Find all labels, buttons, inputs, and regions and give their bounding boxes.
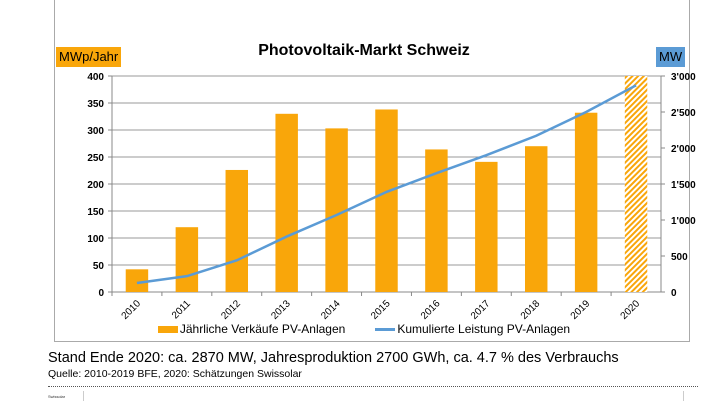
bar: [574, 112, 598, 292]
y-tick-label: 200: [87, 180, 104, 191]
legend-item-bars: Jährliche Verkäufe PV-Anlagen: [157, 322, 346, 336]
left-axis-label: MWp/Jahr: [56, 47, 122, 67]
bar: [524, 146, 548, 292]
x-tick-label: 2014: [319, 298, 343, 320]
y-tick-label: 100: [87, 234, 104, 245]
y-tick-label: 400: [87, 72, 104, 83]
bar: [375, 109, 398, 292]
y-tick-label: 0: [98, 288, 104, 299]
legend-swatch-line: [375, 327, 396, 331]
summary-text: Stand Ende 2020: ca. 2870 MW, Jahresprod…: [48, 350, 619, 366]
x-tick-label: 2017: [469, 298, 493, 320]
x-tick-label: 2015: [369, 298, 393, 320]
legend-label: Jährliche Verkäufe PV-Anlagen: [179, 322, 346, 336]
y-tick-label: 350: [87, 99, 104, 110]
chart-title: Photovoltaik-Markt Schweiz: [258, 42, 470, 59]
x-tick-label: 2012: [219, 298, 243, 320]
x-tick-label: 2018: [519, 298, 543, 320]
legend: Jährliche Verkäufe PV-Anlagen Kumulierte…: [0, 322, 728, 336]
legend-swatch-bar: [157, 325, 178, 333]
right-axis-label: MW: [656, 47, 686, 67]
x-tick-label: 2020: [619, 298, 643, 320]
divider: [83, 391, 84, 401]
bar: [125, 269, 149, 292]
y-tick-label: 150: [87, 207, 104, 218]
source-text: Quelle: 2010-2019 BFE, 2020: Schätzungen…: [48, 368, 302, 380]
divider: [48, 386, 698, 387]
y-tick-label: 300: [87, 126, 104, 137]
y-tick-label: 250: [87, 153, 104, 164]
bar: [325, 128, 348, 292]
y2-tick-label: 1'500: [671, 180, 696, 191]
brand-text: Swissolar: [48, 394, 66, 399]
y2-tick-label: 0: [671, 288, 677, 299]
divider: [683, 391, 684, 401]
chart-plot: 0 50 100 150 200 250 300 350 400 0 500 1'000 1'500 2'…: [87, 72, 696, 320]
x-tick-label: 2010: [120, 298, 144, 320]
bar: [475, 161, 498, 292]
y2-tick-label: 2'500: [671, 108, 696, 119]
bar: [225, 169, 249, 292]
chart-frame: [54, 0, 690, 342]
bar: [175, 227, 199, 292]
y-tick-label: 50: [93, 261, 105, 272]
legend-label: Kumulierte Leistung PV-Anlagen: [397, 322, 571, 336]
x-tick-label: 2016: [419, 298, 443, 320]
bar: [624, 76, 648, 292]
x-tick-label: 2013: [269, 298, 293, 320]
y2-tick-label: 3'000: [671, 72, 696, 83]
y2-tick-label: 2'000: [671, 144, 696, 155]
y2-tick-label: 1'000: [671, 216, 696, 227]
bar: [275, 113, 298, 292]
x-tick-label: 2019: [569, 298, 593, 320]
x-tick-label: 2011: [170, 298, 193, 320]
y2-tick-label: 500: [671, 252, 688, 263]
legend-item-line: Kumulierte Leistung PV-Anlagen: [375, 322, 570, 336]
bar: [425, 149, 448, 292]
